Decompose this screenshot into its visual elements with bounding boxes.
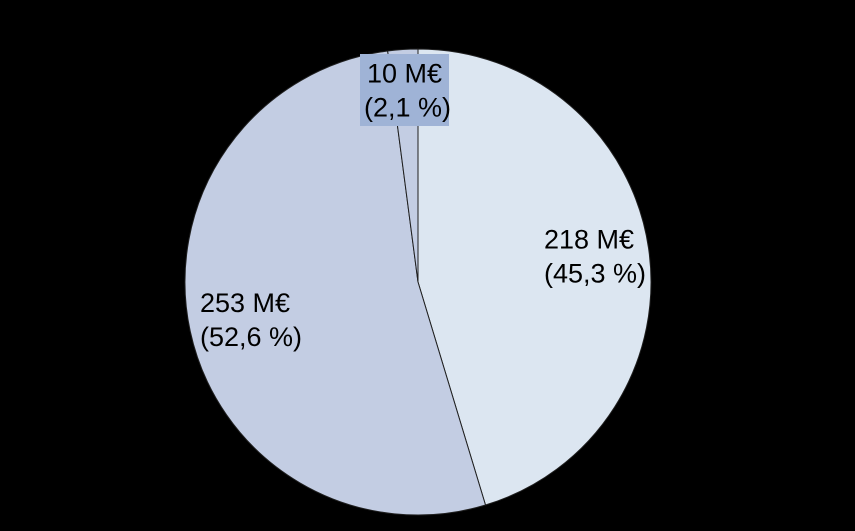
svg-text:10 M€: 10 M€ <box>367 59 442 89</box>
svg-text:(45,3 %): (45,3 %) <box>544 259 646 289</box>
svg-text:(52,6 %): (52,6 %) <box>200 322 302 352</box>
svg-text:(2,1 %): (2,1 %) <box>364 93 451 123</box>
svg-text:218 M€: 218 M€ <box>544 225 634 255</box>
svg-text:253 M€: 253 M€ <box>200 288 290 318</box>
